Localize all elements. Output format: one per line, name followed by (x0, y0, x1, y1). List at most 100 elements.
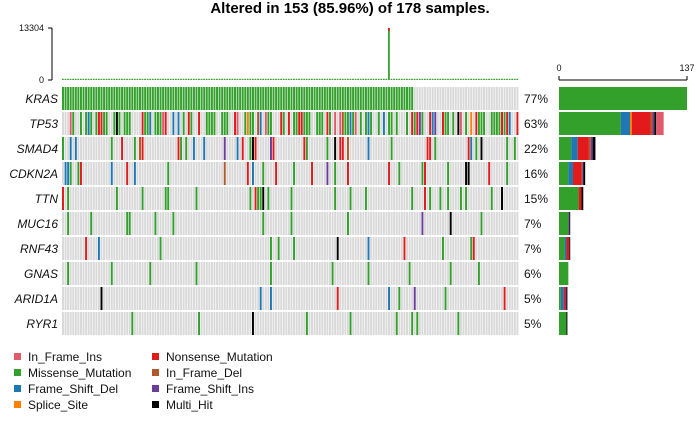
matrix-cell (92, 312, 95, 335)
matrix-cell (462, 312, 465, 335)
matrix-cell (508, 237, 511, 260)
matrix-cell (395, 212, 398, 235)
matrix-cell (285, 87, 288, 110)
matrix-cell (231, 212, 234, 235)
matrix-cell (146, 287, 149, 310)
matrix-cell (72, 312, 75, 335)
matrix-cell (434, 187, 437, 210)
matrix-cell (257, 187, 260, 210)
matrix-cell (162, 87, 165, 110)
matrix-cell (490, 212, 493, 235)
matrix-cell (103, 112, 106, 135)
matrix-cell (200, 187, 203, 210)
matrix-cell (174, 312, 177, 335)
matrix-cell (239, 162, 242, 185)
matrix-cell (513, 187, 516, 210)
matrix-cell (508, 112, 511, 135)
matrix-cell (382, 112, 385, 135)
percentage-label: 5% (524, 292, 542, 306)
top-bar (506, 78, 508, 80)
matrix-cell (159, 237, 162, 260)
matrix-cell (195, 212, 198, 235)
matrix-cell (341, 212, 344, 235)
matrix-cell (92, 187, 95, 210)
top-bar (341, 78, 344, 80)
right-bar-segment (559, 237, 565, 260)
top-axis-tick-label: 0 (39, 75, 44, 85)
matrix-cell (462, 87, 465, 110)
matrix-cell (231, 137, 234, 160)
matrix-cell (226, 187, 229, 210)
top-bar (259, 78, 262, 80)
matrix-cell (318, 187, 321, 210)
matrix-cell (282, 212, 285, 235)
matrix-cell (385, 237, 388, 260)
matrix-cell (272, 187, 275, 210)
matrix-cell (121, 262, 124, 285)
top-bar (298, 78, 300, 80)
matrix-cell (156, 212, 159, 235)
matrix-cell (228, 87, 231, 110)
matrix-cell (97, 312, 100, 335)
matrix-cell (123, 137, 126, 160)
matrix-cell (436, 212, 439, 235)
top-bar (385, 78, 388, 80)
matrix-cell (262, 287, 265, 310)
matrix-cell (249, 187, 252, 210)
matrix-cell (416, 187, 419, 210)
matrix-cell (218, 237, 221, 260)
matrix-cell (177, 137, 180, 160)
matrix-cell (334, 112, 337, 135)
right-bar-segment (566, 237, 570, 260)
matrix-cell (426, 137, 429, 160)
gene-label: KRAS (25, 92, 58, 106)
matrix-cell (467, 112, 470, 135)
matrix-cell (503, 87, 506, 110)
matrix-cell (462, 262, 465, 285)
matrix-cell (375, 112, 378, 135)
matrix-cell (434, 237, 437, 260)
top-bar (254, 78, 257, 80)
matrix-cell (203, 137, 206, 160)
matrix-cell (336, 212, 339, 235)
matrix-cell (503, 262, 506, 285)
matrix-cell (311, 212, 314, 235)
matrix-cell (506, 112, 509, 135)
matrix-cell (156, 162, 159, 185)
matrix-cell (357, 112, 360, 135)
matrix-cell (447, 287, 450, 310)
matrix-cell (393, 187, 396, 210)
matrix-cell (316, 237, 319, 260)
matrix-cell (231, 262, 234, 285)
matrix-cell (475, 112, 478, 135)
matrix-cell (354, 112, 357, 135)
matrix-cell (308, 112, 311, 135)
matrix-cell (113, 287, 116, 310)
matrix-cell (480, 187, 483, 210)
matrix-cell (275, 212, 278, 235)
matrix-cell (488, 237, 491, 260)
matrix-cell (459, 237, 462, 260)
matrix-cell (293, 162, 296, 185)
matrix-cell (303, 162, 306, 185)
matrix-cell (203, 187, 206, 210)
matrix-cell (488, 112, 491, 135)
matrix-cell (508, 312, 511, 335)
top-bar (339, 78, 342, 80)
matrix-cell (459, 212, 462, 235)
matrix-cell (77, 87, 80, 110)
matrix-cell (393, 262, 396, 285)
legend-swatch (152, 353, 159, 360)
matrix-cell (408, 262, 411, 285)
matrix-cell (287, 212, 290, 235)
matrix-cell (85, 312, 88, 335)
matrix-cell (503, 237, 506, 260)
matrix-cell (72, 162, 75, 185)
matrix-cell (115, 187, 118, 210)
matrix-cell (516, 187, 519, 210)
matrix-cell (262, 187, 265, 210)
matrix-cell (295, 187, 298, 210)
matrix-cell (436, 287, 439, 310)
matrix-cell (77, 287, 80, 310)
matrix-cell (187, 262, 190, 285)
